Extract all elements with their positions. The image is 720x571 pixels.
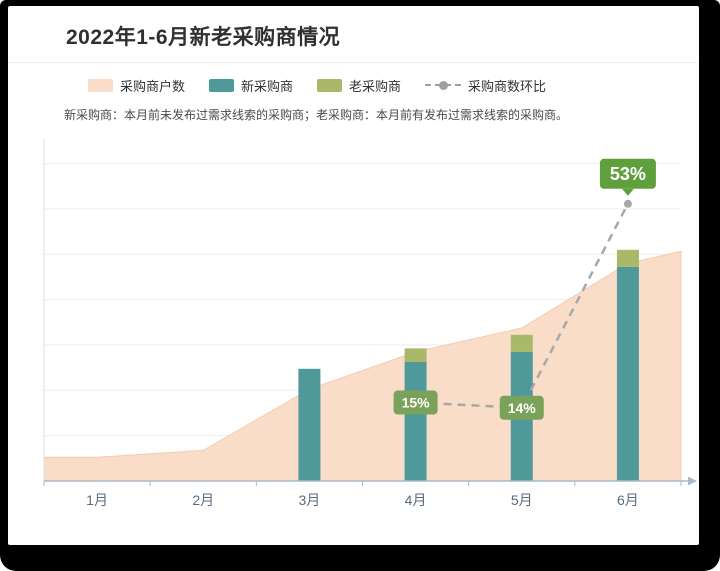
bar-new-buyers[interactable] — [404, 362, 427, 481]
trend-label: 15% — [402, 395, 431, 411]
legend-label: 新采购商 — [241, 79, 294, 94]
legend-item-mom-trend[interactable]: 采购商数环比 — [425, 76, 546, 95]
bar-old-buyers[interactable] — [510, 334, 533, 352]
x-tick-label: 4月 — [405, 492, 427, 508]
x-tick-label: 1月 — [86, 492, 108, 508]
legend-label: 采购商户数 — [120, 79, 186, 94]
chart-card: 2022年1-6月新老采购商情况 采购商户数 新采购商 老采购商 采购商数环比 — [8, 6, 699, 545]
legend-item-buyer-total[interactable]: 采购商户数 — [88, 76, 185, 95]
chart-svg[interactable]: 1月 2月 3月 4月 5月 6月 15% 14% 53% — [38, 133, 698, 525]
legend-label: 采购商数环比 — [468, 79, 547, 94]
trend-point[interactable] — [623, 199, 632, 208]
area-swatch-icon — [88, 79, 113, 92]
chart-legend: 采购商户数 新采购商 老采购商 采购商数环比 — [8, 63, 699, 95]
bar-swatch-icon — [317, 79, 343, 92]
trend-line — [415, 203, 630, 410]
bar-old-buyers[interactable] — [404, 348, 427, 362]
page-title: 2022年1-6月新老采购商情况 — [66, 26, 341, 49]
x-tick-label: 5月 — [511, 492, 533, 508]
x-tick-label: 3月 — [299, 492, 321, 508]
x-axis-arrow-icon — [688, 476, 697, 486]
x-tick-label: 2月 — [192, 492, 214, 508]
x-tick-label: 6月 — [617, 492, 639, 508]
trend-label: 14% — [508, 400, 537, 416]
bar-swatch-icon — [209, 79, 235, 92]
legend-label: 老采购商 — [349, 79, 402, 94]
trend-label-emphasis: 53% — [610, 164, 646, 184]
trend-label-box — [393, 390, 438, 415]
callout-pointer-icon — [621, 188, 634, 196]
bar-new-buyers[interactable] — [298, 368, 321, 481]
dashed-line-marker-icon — [425, 79, 462, 92]
legend-item-old-buyers[interactable]: 老采购商 — [317, 76, 401, 95]
trend-label-box-emphasis — [599, 158, 656, 189]
definition-note: 新采购商：本月前未发布过需求线索的采购商；老采购商：本月前有发布过需求线索的采购… — [64, 108, 569, 122]
bar-old-buyers[interactable] — [616, 249, 639, 267]
legend-item-new-buyers[interactable]: 新采购商 — [209, 76, 293, 95]
chart-header: 2022年1-6月新老采购商情况 — [8, 6, 699, 63]
bar-new-buyers[interactable] — [616, 266, 639, 481]
trend-label-box — [499, 395, 544, 420]
chart-area[interactable]: 1月 2月 3月 4月 5月 6月 15% 14% 53% — [38, 133, 699, 525]
